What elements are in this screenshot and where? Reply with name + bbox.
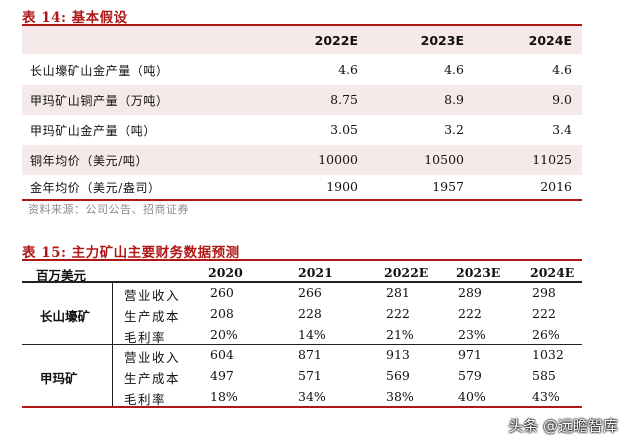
table15-title: 表 15: 主力矿山主要财务数据预测: [22, 245, 240, 261]
table14-cell: 8.75: [330, 92, 358, 107]
table15-year-header: 2021: [298, 265, 333, 280]
table14-row: 甲玛矿山金产量（吨） 3.05 3.2 3.4: [22, 115, 582, 145]
table15-cell: 571: [298, 368, 322, 383]
table15-year-header: 2020: [208, 265, 243, 280]
table14-row: 铜年均价（美元/吨） 10000 10500 11025: [22, 145, 582, 175]
table15-metric-label: 毛利率: [124, 330, 167, 345]
table15-cell: 38%: [386, 389, 414, 404]
table15-cell: 34%: [298, 389, 326, 404]
table15-cell: 913: [386, 347, 410, 362]
table15-cell: 40%: [458, 389, 486, 404]
table14-cell: 3.05: [330, 122, 358, 137]
table14-source-note: 资料来源：公司公告、招商证券: [28, 203, 189, 216]
table14-cell: 9.0: [552, 92, 572, 107]
table15-metric-label: 生产成本: [124, 309, 181, 324]
table14-cell: 10000: [318, 152, 358, 167]
table14-row-label: 长山壕矿山金产量（吨）: [30, 64, 169, 78]
table15-metric-label: 生产成本: [124, 371, 181, 386]
table14-cell: 1957: [432, 179, 464, 194]
table14-row-label: 金年均价（美元/盎司）: [30, 181, 161, 195]
table14-cell: 4.6: [552, 62, 572, 77]
table15-cell: 569: [386, 368, 410, 383]
table15-header-rule: [22, 281, 582, 283]
table15-cell: 222: [532, 306, 556, 321]
watermark: 头条 @远瞻智库: [508, 417, 618, 435]
table15-cell: 604: [210, 347, 234, 362]
table15-year-header: 2024E: [530, 265, 575, 280]
table14-header-row: [22, 26, 582, 54]
table15-metric-label: 营业收入: [124, 350, 181, 365]
table14-cell: 4.6: [338, 62, 358, 77]
table15-cell: 222: [458, 306, 482, 321]
table14-row: 甲玛矿山铜产量（万吨） 8.75 8.9 9.0: [22, 85, 582, 115]
table15-cell: 222: [386, 306, 410, 321]
table15-cell: 281: [386, 285, 410, 300]
table15-top-rule: [22, 259, 582, 261]
table14-cell: 3.2: [444, 122, 464, 137]
table15-bottom-rule: [22, 406, 582, 408]
table14-cell: 1900: [326, 179, 358, 194]
table15-year-header: 2023E: [456, 265, 501, 280]
table15-cell: 18%: [210, 389, 238, 404]
table15-cell: 14%: [298, 327, 326, 342]
table14-bottom-rule: [22, 199, 582, 201]
table14-row-label: 铜年均价（美元/吨）: [30, 154, 149, 168]
table14-year-header: 2022E: [314, 33, 358, 48]
table14-cell: 11025: [532, 152, 572, 167]
table15-metric-label: 毛利率: [124, 392, 167, 407]
table15-cell: 21%: [386, 327, 414, 342]
table15-cell: 971: [458, 347, 482, 362]
table15-cell: 20%: [210, 327, 238, 342]
table14-year-header: 2024E: [528, 33, 572, 48]
table15-cell: 23%: [458, 327, 486, 342]
table15-cell: 289: [458, 285, 482, 300]
table14-row-label: 甲玛矿山铜产量（万吨）: [30, 94, 169, 108]
table14-year-header: 2023E: [420, 33, 464, 48]
table15-cell: 585: [532, 368, 556, 383]
table15-cell: 497: [210, 368, 234, 383]
table14-row-label: 甲玛矿山金产量（吨）: [30, 124, 157, 138]
table15-cell: 260: [210, 285, 234, 300]
table15-cell: 579: [458, 368, 482, 383]
table15-year-header: 2022E: [384, 265, 429, 280]
table14-cell: 10500: [424, 152, 464, 167]
table15-cell: 871: [298, 347, 322, 362]
table14-row: 长山壕矿山金产量（吨） 4.6 4.6 4.6: [22, 55, 582, 85]
table15-cell: 43%: [532, 389, 560, 404]
table15-cell: 298: [532, 285, 556, 300]
table14-row: 金年均价（美元/盎司） 1900 1957 2016: [22, 172, 582, 202]
table15-cell: 208: [210, 306, 234, 321]
table14-cell: 8.9: [444, 92, 464, 107]
table15-group-label: 甲玛矿: [40, 371, 78, 386]
table15-group-divider: [22, 344, 582, 345]
table15-cell: 266: [298, 285, 322, 300]
table14-cell: 2016: [540, 179, 572, 194]
table15-group-label: 长山壕矿: [40, 309, 91, 324]
table14-title: 表 14: 基本假设: [22, 10, 128, 26]
table15-cell: 26%: [532, 327, 560, 342]
table14-cell: 3.4: [552, 122, 572, 137]
table15-cell: 228: [298, 306, 322, 321]
table15-unit-label: 百万美元: [36, 268, 87, 283]
table14-cell: 4.6: [444, 62, 464, 77]
table14-top-rule: [22, 24, 582, 26]
table15-metric-label: 营业收入: [124, 288, 181, 303]
table15-cell: 1032: [532, 347, 564, 362]
